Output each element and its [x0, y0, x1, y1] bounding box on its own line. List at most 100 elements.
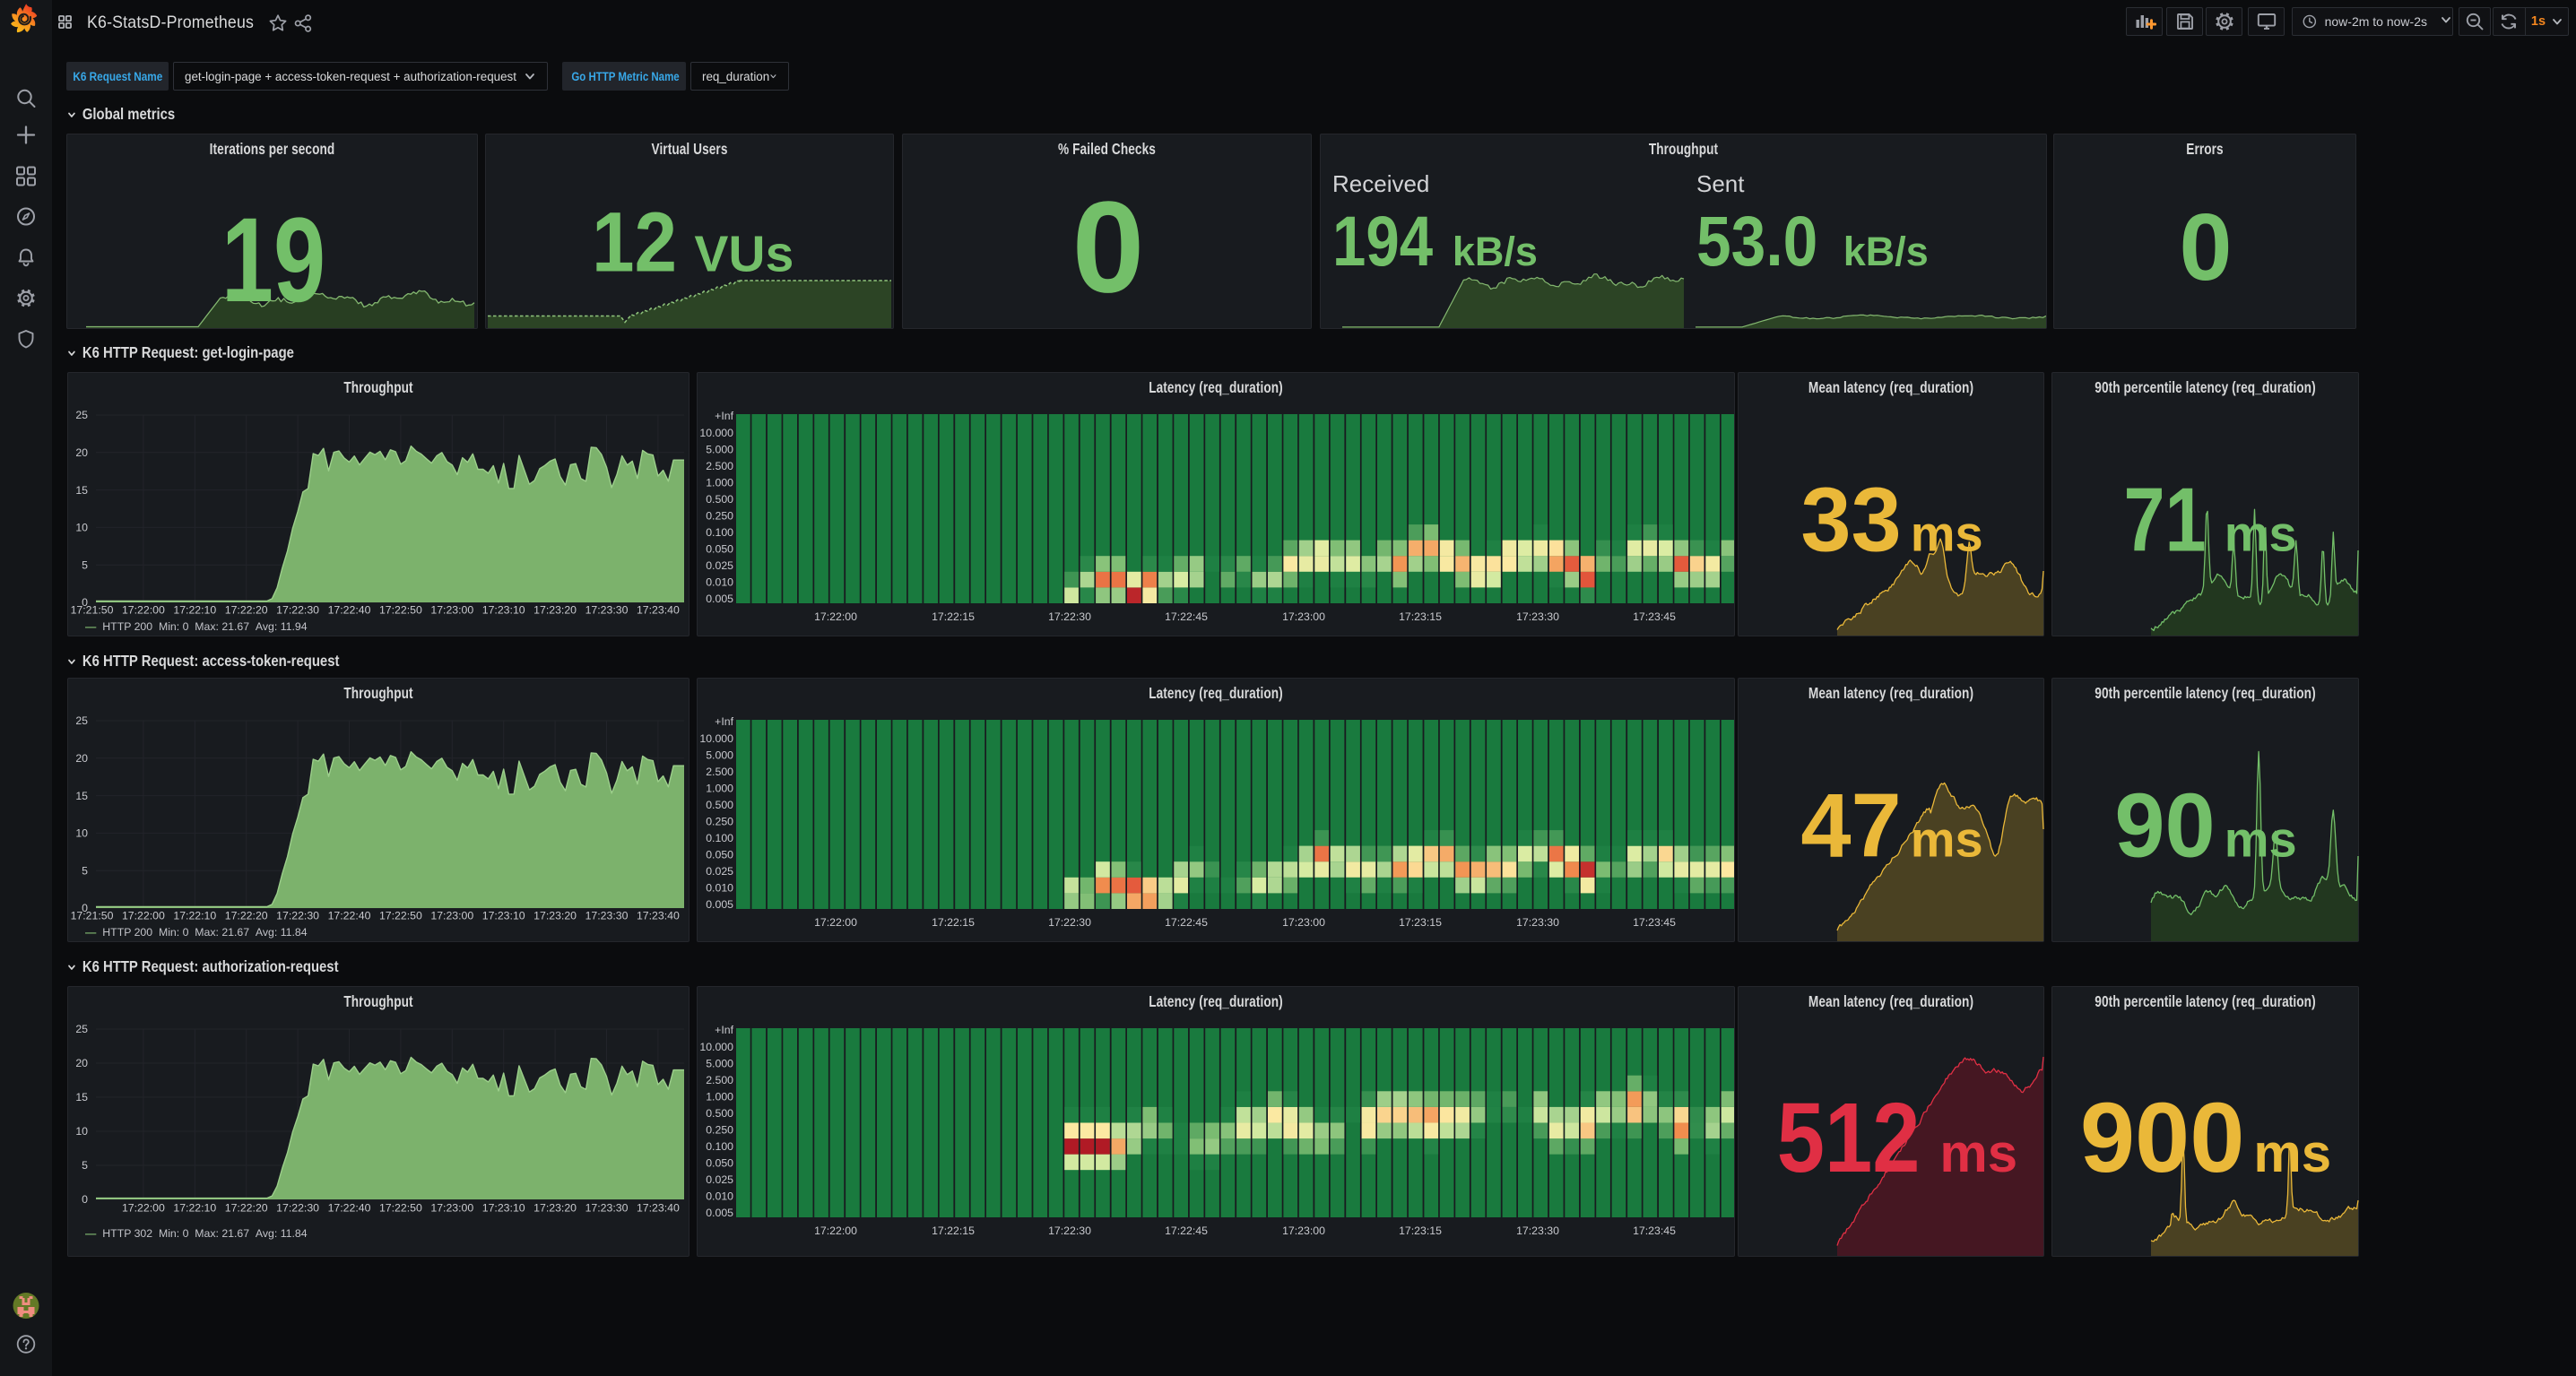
svg-text:17:22:40: 17:22:40: [328, 604, 371, 617]
svg-text:17:22:10: 17:22:10: [173, 1202, 216, 1215]
svg-text:0.250: 0.250: [706, 1124, 733, 1137]
svg-text:17:22:00: 17:22:00: [122, 604, 165, 617]
svg-text:17:22:30: 17:22:30: [276, 910, 319, 922]
svg-text:5.000: 5.000: [706, 749, 733, 761]
svg-text:0.500: 0.500: [706, 493, 733, 506]
svg-text:17:23:00: 17:23:00: [1282, 610, 1325, 623]
svg-text:0.025: 0.025: [706, 865, 733, 878]
svg-text:0.050: 0.050: [706, 1157, 733, 1170]
svg-text:15: 15: [75, 484, 88, 497]
svg-text:25: 25: [75, 1023, 88, 1035]
svg-text:5.000: 5.000: [706, 1057, 733, 1069]
svg-text:17:22:40: 17:22:40: [328, 1202, 371, 1215]
svg-text:0.050: 0.050: [706, 543, 733, 556]
svg-text:5: 5: [82, 864, 88, 877]
svg-text:0.250: 0.250: [706, 510, 733, 523]
svg-text:0: 0: [82, 1193, 88, 1206]
svg-text:0.100: 0.100: [706, 1140, 733, 1153]
svg-text:17:23:10: 17:23:10: [482, 604, 525, 617]
svg-text:17:22:40: 17:22:40: [328, 910, 371, 922]
svg-text:17:23:30: 17:23:30: [585, 604, 629, 617]
svg-text:+Inf: +Inf: [715, 410, 733, 422]
svg-text:17:23:40: 17:23:40: [637, 910, 680, 922]
svg-text:10.000: 10.000: [699, 427, 733, 439]
svg-text:0: 0: [82, 902, 88, 914]
svg-text:10: 10: [75, 522, 88, 534]
svg-text:+Inf: +Inf: [715, 1024, 733, 1036]
svg-text:17:22:20: 17:22:20: [225, 604, 268, 617]
svg-text:0.010: 0.010: [706, 882, 733, 895]
svg-text:+Inf: +Inf: [715, 715, 733, 728]
svg-text:17:23:40: 17:23:40: [637, 1202, 680, 1215]
svg-text:17:23:10: 17:23:10: [482, 1202, 525, 1215]
svg-text:17:23:30: 17:23:30: [1516, 610, 1559, 623]
svg-text:20: 20: [75, 752, 88, 765]
svg-text:17:22:10: 17:22:10: [173, 604, 216, 617]
svg-text:5: 5: [82, 558, 88, 571]
svg-text:0: 0: [82, 596, 88, 609]
svg-text:10.000: 10.000: [699, 1041, 733, 1053]
svg-text:17:23:20: 17:23:20: [533, 910, 577, 922]
svg-text:0.100: 0.100: [706, 526, 733, 539]
svg-text:0.025: 0.025: [706, 559, 733, 572]
svg-text:1.000: 1.000: [706, 476, 733, 489]
svg-text:17:22:50: 17:22:50: [379, 1202, 422, 1215]
svg-text:10: 10: [75, 827, 88, 840]
svg-text:17:22:00: 17:22:00: [122, 1202, 165, 1215]
svg-text:17:22:00: 17:22:00: [122, 910, 165, 922]
svg-text:1.000: 1.000: [706, 782, 733, 794]
svg-text:17:22:30: 17:22:30: [1048, 916, 1091, 929]
svg-text:17:23:15: 17:23:15: [1399, 1225, 1442, 1237]
svg-text:0.100: 0.100: [706, 832, 733, 844]
svg-text:17:23:15: 17:23:15: [1399, 610, 1442, 623]
svg-text:1.000: 1.000: [706, 1090, 733, 1103]
svg-text:2.500: 2.500: [706, 766, 733, 778]
svg-text:17:23:45: 17:23:45: [1633, 1225, 1676, 1237]
svg-text:2.500: 2.500: [706, 1074, 733, 1086]
svg-text:17:22:45: 17:22:45: [1165, 1225, 1208, 1237]
svg-text:17:23:00: 17:23:00: [430, 604, 473, 617]
svg-text:0.025: 0.025: [706, 1173, 733, 1186]
svg-text:0.010: 0.010: [706, 1190, 733, 1203]
svg-text:25: 25: [75, 409, 88, 421]
svg-text:10: 10: [75, 1125, 88, 1138]
svg-text:17:21:50: 17:21:50: [71, 604, 114, 617]
svg-text:17:22:30: 17:22:30: [276, 604, 319, 617]
svg-text:17:23:45: 17:23:45: [1633, 916, 1676, 929]
svg-text:17:22:50: 17:22:50: [379, 604, 422, 617]
svg-text:17:23:15: 17:23:15: [1399, 916, 1442, 929]
svg-text:17:22:30: 17:22:30: [1048, 1225, 1091, 1237]
svg-text:17:23:00: 17:23:00: [1282, 1225, 1325, 1237]
svg-text:2.500: 2.500: [706, 460, 733, 472]
svg-text:17:23:40: 17:23:40: [637, 604, 680, 617]
svg-text:17:22:20: 17:22:20: [225, 910, 268, 922]
svg-text:17:22:20: 17:22:20: [225, 1202, 268, 1215]
svg-text:17:21:50: 17:21:50: [71, 910, 114, 922]
svg-text:0.250: 0.250: [706, 816, 733, 828]
svg-text:17:22:45: 17:22:45: [1165, 610, 1208, 623]
svg-text:17:22:30: 17:22:30: [1048, 610, 1091, 623]
svg-text:17:22:15: 17:22:15: [932, 1225, 975, 1237]
svg-text:15: 15: [75, 1091, 88, 1103]
svg-text:17:23:30: 17:23:30: [585, 910, 629, 922]
svg-text:17:23:00: 17:23:00: [430, 910, 473, 922]
svg-text:20: 20: [75, 446, 88, 459]
svg-text:5.000: 5.000: [706, 443, 733, 455]
svg-text:17:23:20: 17:23:20: [533, 604, 577, 617]
svg-text:20: 20: [75, 1057, 88, 1069]
svg-text:17:22:30: 17:22:30: [276, 1202, 319, 1215]
svg-text:17:23:30: 17:23:30: [585, 1202, 629, 1215]
svg-text:17:22:00: 17:22:00: [814, 916, 857, 929]
svg-text:15: 15: [75, 790, 88, 802]
svg-text:0.010: 0.010: [706, 576, 733, 589]
svg-text:17:23:30: 17:23:30: [1516, 916, 1559, 929]
svg-text:17:23:30: 17:23:30: [1516, 1225, 1559, 1237]
svg-text:0.050: 0.050: [706, 849, 733, 861]
svg-text:17:23:00: 17:23:00: [430, 1202, 473, 1215]
svg-text:17:23:20: 17:23:20: [533, 1202, 577, 1215]
svg-text:17:22:15: 17:22:15: [932, 610, 975, 623]
svg-text:17:23:00: 17:23:00: [1282, 916, 1325, 929]
svg-text:17:23:45: 17:23:45: [1633, 610, 1676, 623]
svg-text:5: 5: [82, 1159, 88, 1172]
svg-text:17:23:10: 17:23:10: [482, 910, 525, 922]
